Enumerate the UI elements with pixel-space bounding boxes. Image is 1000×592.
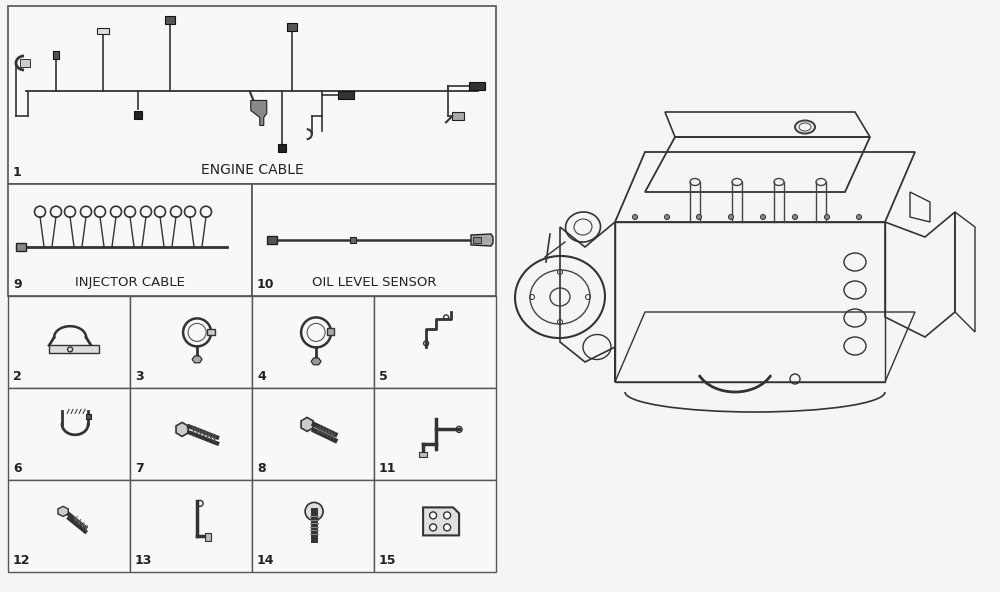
Bar: [86, 414, 91, 419]
Bar: [327, 329, 334, 336]
Polygon shape: [176, 423, 188, 436]
Text: OIL LEVEL SENSOR: OIL LEVEL SENSOR: [312, 276, 436, 289]
Bar: [469, 82, 485, 90]
Polygon shape: [423, 507, 459, 535]
Bar: [134, 111, 142, 119]
Circle shape: [664, 214, 670, 220]
Bar: [374, 388, 496, 480]
Bar: [205, 533, 211, 542]
Circle shape: [856, 214, 862, 220]
Text: 13: 13: [135, 554, 152, 567]
Text: 10: 10: [257, 278, 274, 291]
Polygon shape: [58, 506, 68, 516]
Text: INJECTOR CABLE: INJECTOR CABLE: [75, 276, 185, 289]
Circle shape: [305, 503, 323, 520]
Text: 2: 2: [13, 370, 22, 383]
Text: 11: 11: [379, 462, 396, 475]
Bar: [452, 112, 464, 120]
Circle shape: [430, 524, 437, 531]
Bar: [374, 296, 496, 388]
Text: 5: 5: [379, 370, 388, 383]
Bar: [130, 388, 252, 480]
Text: 8: 8: [257, 462, 266, 475]
Text: 3: 3: [135, 370, 144, 383]
Bar: [8, 6, 496, 184]
Bar: [374, 480, 496, 572]
Bar: [53, 51, 59, 59]
Circle shape: [430, 512, 437, 519]
Bar: [252, 296, 374, 388]
Bar: [130, 296, 252, 388]
Bar: [252, 184, 496, 296]
Bar: [338, 91, 354, 99]
Circle shape: [824, 214, 830, 220]
Bar: [20, 59, 30, 67]
Bar: [350, 237, 356, 243]
Bar: [8, 296, 130, 388]
Circle shape: [728, 214, 734, 220]
Polygon shape: [192, 356, 202, 363]
Polygon shape: [251, 101, 267, 126]
Text: 15: 15: [379, 554, 396, 567]
Text: 14: 14: [257, 554, 274, 567]
Polygon shape: [311, 358, 321, 365]
Circle shape: [761, 214, 766, 220]
Text: 12: 12: [13, 554, 30, 567]
Bar: [278, 144, 286, 152]
Polygon shape: [471, 234, 493, 246]
Bar: [165, 16, 175, 24]
Bar: [8, 480, 130, 572]
Bar: [130, 480, 252, 572]
Circle shape: [444, 512, 451, 519]
Bar: [207, 329, 215, 336]
Bar: [252, 388, 374, 480]
Bar: [267, 236, 277, 244]
Bar: [252, 480, 374, 572]
Bar: [8, 388, 130, 480]
Text: 7: 7: [135, 462, 144, 475]
Text: 9: 9: [13, 278, 22, 291]
Circle shape: [792, 214, 798, 220]
Bar: [16, 243, 26, 251]
Bar: [473, 237, 481, 243]
Circle shape: [444, 524, 451, 531]
Text: ENGINE CABLE: ENGINE CABLE: [201, 163, 303, 177]
Circle shape: [696, 214, 702, 220]
Bar: [49, 345, 99, 353]
Bar: [419, 452, 427, 458]
Polygon shape: [301, 417, 313, 432]
Circle shape: [633, 214, 638, 220]
Bar: [8, 184, 252, 296]
Text: 4: 4: [257, 370, 266, 383]
Text: 1: 1: [13, 166, 22, 179]
Bar: [97, 28, 109, 34]
Bar: [287, 23, 297, 31]
Text: 6: 6: [13, 462, 22, 475]
